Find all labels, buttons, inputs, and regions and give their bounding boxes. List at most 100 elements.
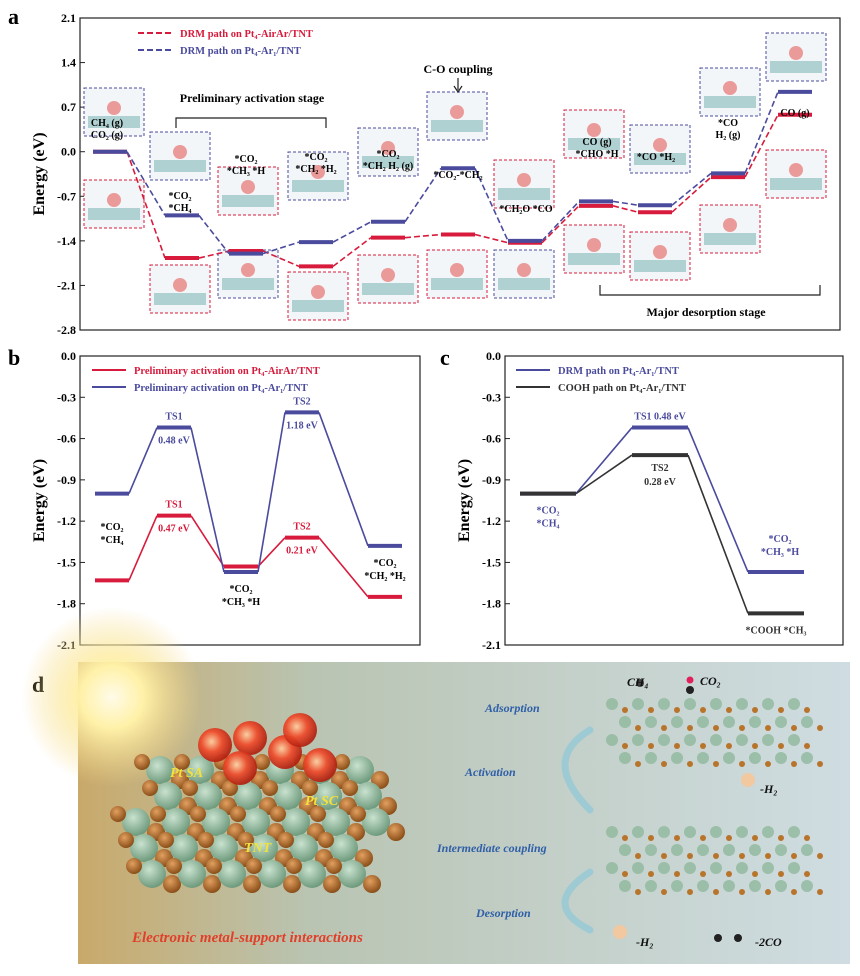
a-state-label-4-2: *CH₂ H₂ (g) xyxy=(363,161,413,172)
a-structure-cluster-13 xyxy=(517,263,531,277)
ti-atom-18 xyxy=(154,782,182,810)
b-state-label-2-2: *CH₃ *H xyxy=(222,597,260,608)
a-ytick-label: -0.7 xyxy=(57,189,76,203)
slab1-ti-0-6 xyxy=(762,826,774,838)
slab0-ti-2-3 xyxy=(684,734,696,746)
slab1-ti-1-4 xyxy=(723,844,735,856)
slab1-ti-2-0 xyxy=(606,862,618,874)
slab1-o-2-0 xyxy=(622,871,628,877)
b-ytick-label: -1.8 xyxy=(57,597,76,611)
slab1-ti-1-0 xyxy=(619,844,631,856)
slab0-ti-3-3 xyxy=(697,752,709,764)
h2-molecule-top-icon xyxy=(741,773,755,787)
slab1-ti-2-4 xyxy=(710,862,722,874)
a-connector-s0-0 xyxy=(126,151,166,259)
slab0-ti-0-4 xyxy=(710,698,722,710)
ti-atom-30 xyxy=(314,782,342,810)
slab0-o-3-4 xyxy=(739,761,745,767)
a-state-label-9-1: *CO xyxy=(718,118,738,129)
panel-label-c: c xyxy=(440,345,450,370)
slab0-o-1-7 xyxy=(817,725,823,731)
b-ytick-label: 0.0 xyxy=(61,349,76,363)
panel-d-illustration: Pt SA Pt SC TNT Electronic metal-support… xyxy=(22,607,850,964)
slab0-ti-2-4 xyxy=(710,734,722,746)
slab1-ti-3-1 xyxy=(645,880,657,892)
slab1-o-0-2 xyxy=(674,835,680,841)
a-state-label-4-1: *CO₂ xyxy=(377,149,400,160)
slab0-o-3-3 xyxy=(713,761,719,767)
slab0-o-0-2 xyxy=(674,707,680,713)
slab0-ti-0-7 xyxy=(788,698,800,710)
o-atom-50 xyxy=(270,806,286,822)
b-ytick-label: -1.2 xyxy=(57,514,76,528)
slab1-o-1-7 xyxy=(817,853,823,859)
slab1-o-0-4 xyxy=(726,835,732,841)
panel-label-a: a xyxy=(8,4,19,29)
c-end-label-1: *CO₂ xyxy=(769,534,792,545)
step-intermediate-coupling: Intermediate coupling xyxy=(436,841,547,855)
slab0-ti-2-5 xyxy=(736,734,748,746)
c-legend-label-0: DRM path on Pt₄-Ar₁/TNT xyxy=(558,366,679,377)
slab0-o-0-0 xyxy=(622,707,628,713)
o-atom-89 xyxy=(286,858,302,874)
ti-atom-72 xyxy=(330,834,358,862)
h2-label-bottom: -H₂ xyxy=(636,935,654,949)
h2-molecule-bottom-icon xyxy=(613,925,627,939)
c-end-label-cooh: *COOH *CH₃ xyxy=(745,625,806,636)
a-structure-cluster-9 xyxy=(381,268,395,282)
c-ts1-label: TS1 0.48 eV xyxy=(634,412,686,423)
c-ytick-label: 0.0 xyxy=(486,349,501,363)
o-atom-77 xyxy=(126,858,142,874)
o-atom-56 xyxy=(350,806,366,822)
a-connector-s1-1 xyxy=(198,214,230,255)
a-structure-slab-20 xyxy=(770,61,822,73)
slab0-o-2-1 xyxy=(648,743,654,749)
co2-molecule-c-icon xyxy=(686,686,694,694)
a-structure-slab-10 xyxy=(431,120,483,132)
slab0-o-3-2 xyxy=(687,761,693,767)
ti-atom-87 xyxy=(298,860,326,888)
slab0-o-1-0 xyxy=(635,725,641,731)
a-structure-slab-16 xyxy=(634,153,686,165)
ti-atom-57 xyxy=(130,834,158,862)
a-structure-cluster-3 xyxy=(173,278,187,292)
slab0-ti-2-6 xyxy=(762,734,774,746)
c-y-axis-title: Energy (eV) xyxy=(456,459,473,542)
slab0-o-1-6 xyxy=(791,725,797,731)
a-structure-slab-4 xyxy=(222,195,274,207)
tnt-label: TNT xyxy=(244,841,273,856)
ti-atom-27 xyxy=(274,782,302,810)
slab1-ti-0-3 xyxy=(684,826,696,838)
slab0-ti-1-5 xyxy=(749,716,761,728)
a-connector-s1-4 xyxy=(404,167,442,223)
emsi-caption: Electronic metal-support interactions xyxy=(131,930,363,946)
a-state-label-0-2: CO₂ (g) xyxy=(91,130,123,141)
o-atom-76 xyxy=(163,875,181,893)
o-atom-88 xyxy=(323,875,341,893)
slab1-o-2-6 xyxy=(778,871,784,877)
pt-atom-1 xyxy=(233,721,267,755)
b-barrier-label-s0-3: 0.21 eV xyxy=(286,546,318,557)
b-barrier-label-s1-3: 1.18 eV xyxy=(286,420,318,431)
slab1-o-3-5 xyxy=(765,889,771,895)
a-annotation-coupling: C-O coupling xyxy=(423,62,492,76)
slab0-ti-3-5 xyxy=(749,752,761,764)
o-atom-92 xyxy=(326,858,342,874)
slab0-ti-0-0 xyxy=(606,698,618,710)
ti-atom-15 xyxy=(346,756,374,784)
a-connector-s1-8 xyxy=(671,172,712,206)
c-ytick-label: -0.6 xyxy=(482,432,501,446)
a-ytick-label: 1.4 xyxy=(61,56,76,70)
slab1-ti-0-1 xyxy=(632,826,644,838)
c-ytick-label: -1.5 xyxy=(482,555,501,569)
b-ts-label-s1-1: TS1 xyxy=(165,412,182,423)
a-ytick-label: -1.4 xyxy=(57,234,76,248)
o-atom-26 xyxy=(222,780,238,796)
ti-atom-42 xyxy=(202,808,230,836)
slab0-ti-1-2 xyxy=(671,716,683,728)
a-connector-s0-5 xyxy=(474,233,509,244)
slab1-ti-1-1 xyxy=(645,844,657,856)
step-desorption: Desorption xyxy=(475,906,531,920)
o-atom-41 xyxy=(150,806,166,822)
reaction-lattice-illustration xyxy=(606,676,823,942)
